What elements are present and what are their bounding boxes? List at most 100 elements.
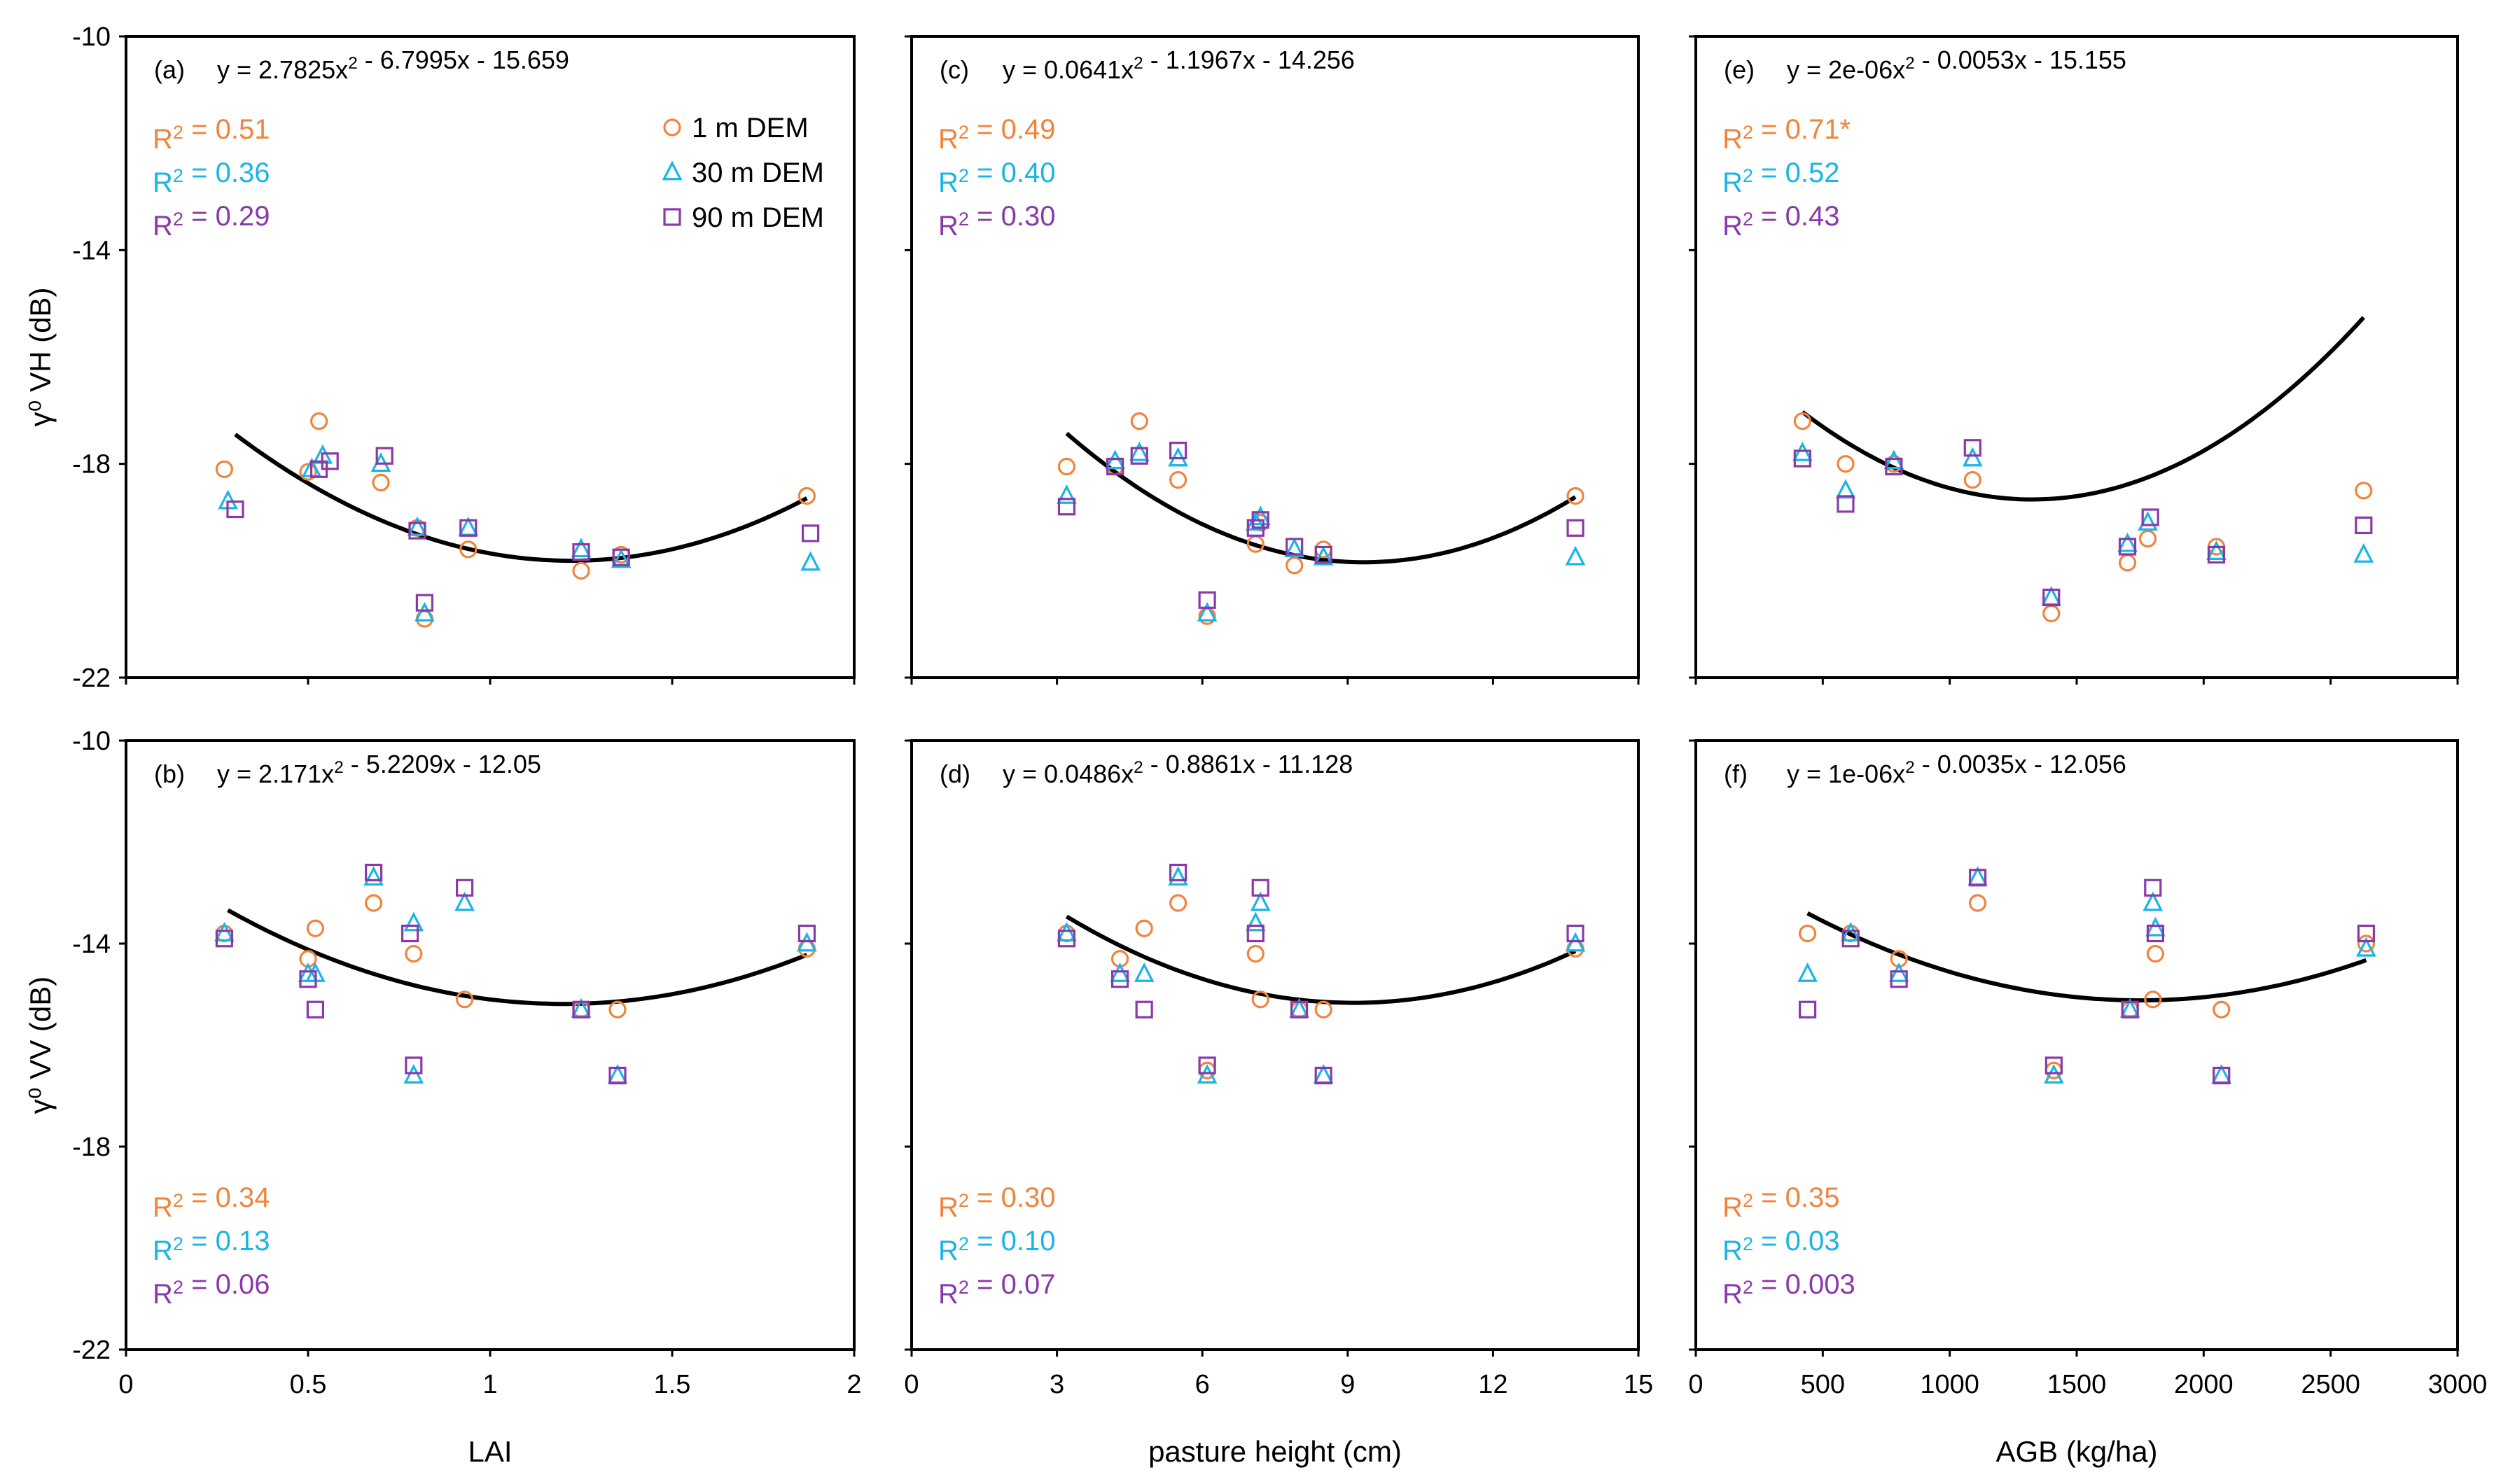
x-tick-label: 0.5 <box>290 1370 327 1399</box>
point-triangle <box>1883 449 1904 470</box>
x-axis-label: pasture height (cm) <box>1148 1435 1402 1468</box>
panel-d: 0 3 6 9 12 15 pasture height (cm) (d) y = 0.0486… <box>904 739 1653 1468</box>
plot-frame <box>910 739 1640 1351</box>
point-circle <box>215 460 233 478</box>
regression-equation: y = 2e-06x2 - 0.0053x - 15.155 <box>1787 46 2126 84</box>
point-triangle <box>407 516 428 536</box>
panel-f: 0 500 1000 1500 2000 2500 3000 AGB (kg/ha) (f) y … <box>1688 739 2487 1468</box>
legend-marker-square <box>663 208 681 226</box>
x-tick-label: 2500 <box>2301 1370 2360 1399</box>
x-tick-label: 1000 <box>1920 1370 1979 1399</box>
regression-equation: y = 2.171x2 - 5.2209x - 12.05 <box>217 750 541 788</box>
y-tick-label: -10 <box>72 727 111 756</box>
point-circle <box>1246 944 1265 963</box>
x-tick-label: 1 <box>482 1370 497 1399</box>
point-square <box>1106 457 1124 476</box>
point-circle <box>1837 455 1855 473</box>
point-square <box>2042 588 2061 607</box>
legend-marker-triangle <box>662 160 683 181</box>
point-circle <box>2355 482 2373 500</box>
point-triangle <box>1197 1064 1218 1084</box>
point-circle <box>310 412 328 430</box>
point-square <box>1290 1000 1309 1018</box>
point-triangle <box>1840 922 1861 941</box>
legend-marker-circle <box>663 118 681 136</box>
panel-label: (c) <box>940 55 969 84</box>
r2-label: R2 = 0.43 <box>1722 201 1839 241</box>
point-circle <box>1314 1000 1332 1018</box>
point-triangle <box>1284 538 1305 558</box>
point-triangle <box>1835 479 1856 499</box>
point-circle <box>1963 470 1981 489</box>
legend: 1 m DEM 30 m DEM 90 m DEM <box>662 113 824 233</box>
point-square <box>306 1000 324 1018</box>
point-square <box>459 519 478 537</box>
panel-label: (a) <box>154 55 185 84</box>
point-square <box>608 1066 627 1085</box>
point-circle <box>455 990 474 1009</box>
r2-label: R2 = 0.30 <box>938 201 1055 241</box>
r2-label: R2 = 0.30 <box>938 1182 1055 1223</box>
r2-label: R2 = 0.29 <box>153 201 270 241</box>
r2-label: R2 = 0.35 <box>1722 1182 1839 1223</box>
point-triangle <box>1250 505 1271 526</box>
plot-frame <box>910 35 1640 679</box>
point-circle <box>1169 894 1187 912</box>
point-triangle <box>1565 932 1586 952</box>
point-circle <box>1793 412 1811 430</box>
point-square <box>1885 457 1903 476</box>
point-triangle <box>1129 441 1150 461</box>
point-triangle <box>363 866 384 886</box>
point-circle <box>1968 894 1987 912</box>
point-square <box>1251 511 1269 529</box>
fit-curve <box>1065 431 1577 565</box>
point-square <box>1314 545 1332 564</box>
point-circle <box>1286 556 1304 575</box>
plot-frame <box>125 739 856 1351</box>
point-triangle <box>454 891 475 911</box>
panel-e: (e) y = 2e-06x2 - 0.0053x - 15.155 R2 = 0.… <box>1689 35 2459 685</box>
y-axis-label: γ⁰ VV (dB) <box>24 976 57 1114</box>
regression-equation: y = 1e-06x2 - 0.0035x - 12.056 <box>1787 750 2126 788</box>
r2-label: R2 = 0.52 <box>1722 158 1839 198</box>
point-square <box>1110 970 1129 988</box>
point-triangle <box>2206 540 2227 560</box>
point-circle <box>2144 990 2162 1009</box>
point-circle <box>2146 944 2165 963</box>
x-tick-label: 9 <box>1340 1370 1355 1399</box>
point-circle <box>364 894 383 912</box>
x-tick-label: 0 <box>1688 1370 1703 1399</box>
point-square <box>1057 930 1076 948</box>
point-triangle <box>2117 532 2138 552</box>
point-triangle <box>2356 937 2376 957</box>
point-circle <box>608 1000 627 1018</box>
point-triangle <box>797 932 817 952</box>
point-triangle <box>2353 542 2374 563</box>
point-square <box>2144 878 2162 897</box>
point-triangle <box>2143 891 2164 911</box>
r2-label: R2 = 0.49 <box>938 114 1055 155</box>
point-square <box>2207 545 2226 564</box>
y-tick-label: -10 <box>72 22 111 52</box>
regression-equation: y = 0.0641x2 - 1.1967x - 14.256 <box>1003 46 1355 84</box>
point-triangle <box>1313 545 1334 566</box>
legend-label: 1 m DEM <box>692 113 809 144</box>
fit-curve <box>234 433 808 564</box>
r2-label: R2 = 0.003 <box>1722 1269 1855 1310</box>
point-square <box>1566 519 1584 537</box>
point-square <box>1135 1000 1153 1018</box>
r2-label: R2 = 0.51 <box>153 114 270 155</box>
point-triangle <box>2044 1064 2064 1084</box>
panel-label: (d) <box>940 760 970 788</box>
plot-frame <box>1694 739 2459 1351</box>
point-square <box>1963 439 1981 457</box>
point-circle <box>1057 457 1076 476</box>
point-circle <box>2213 1000 2231 1018</box>
point-square <box>612 548 630 566</box>
x-axis-label: LAI <box>468 1435 512 1468</box>
point-square <box>572 543 590 561</box>
point-square <box>1286 538 1304 556</box>
point-square <box>1798 1000 1817 1018</box>
x-tick-label: 6 <box>1195 1370 1210 1399</box>
panel-b: -10 -14 -18 -220 0.5 1 1.5 2 LAI γ⁰ VV (dB) (b) y =… <box>24 727 862 1468</box>
